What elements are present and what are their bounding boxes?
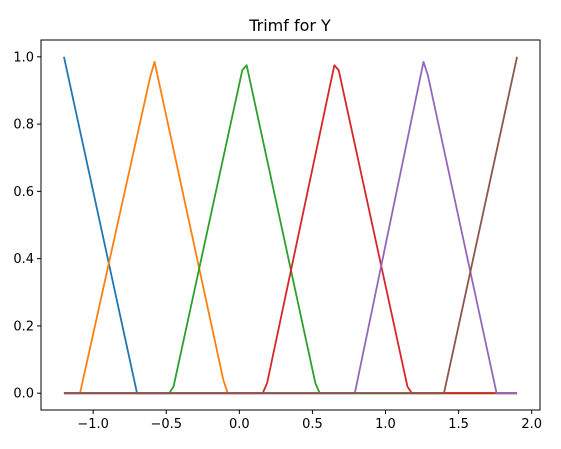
- y-tick-label: 0.6: [13, 185, 34, 200]
- x-tick-label: 1.5: [448, 417, 469, 432]
- series-line-4: [63, 64, 518, 395]
- series-line-5: [63, 60, 518, 395]
- x-tick-label: 0.5: [302, 417, 323, 432]
- x-axis: −1.0 −0.5 0.0 0.5 1.0 1.5 2.0: [77, 410, 542, 432]
- series-line-2: [63, 60, 518, 395]
- x-tick-label: −0.5: [150, 417, 182, 432]
- y-tick-label: 0.4: [13, 252, 34, 267]
- plot-frame: [40, 39, 541, 411]
- series-line-1: [63, 56, 518, 395]
- x-tick-label: −1.0: [77, 417, 109, 432]
- y-axis: 0.0 0.2 0.4 0.6 0.8 1.0: [13, 50, 41, 402]
- series-layer: [63, 56, 518, 395]
- series-line-6: [63, 56, 518, 395]
- y-tick-label: 0.0: [13, 387, 34, 402]
- x-tick-label: 1.0: [375, 417, 396, 432]
- chart-title: Trimf for Y: [248, 16, 331, 35]
- y-tick-label: 0.2: [13, 319, 34, 334]
- x-tick-label: 2.0: [521, 417, 542, 432]
- y-tick-label: 1.0: [13, 50, 34, 65]
- y-tick-label: 0.8: [13, 118, 34, 133]
- x-tick-label: 0.0: [229, 417, 250, 432]
- series-line-3: [63, 64, 518, 395]
